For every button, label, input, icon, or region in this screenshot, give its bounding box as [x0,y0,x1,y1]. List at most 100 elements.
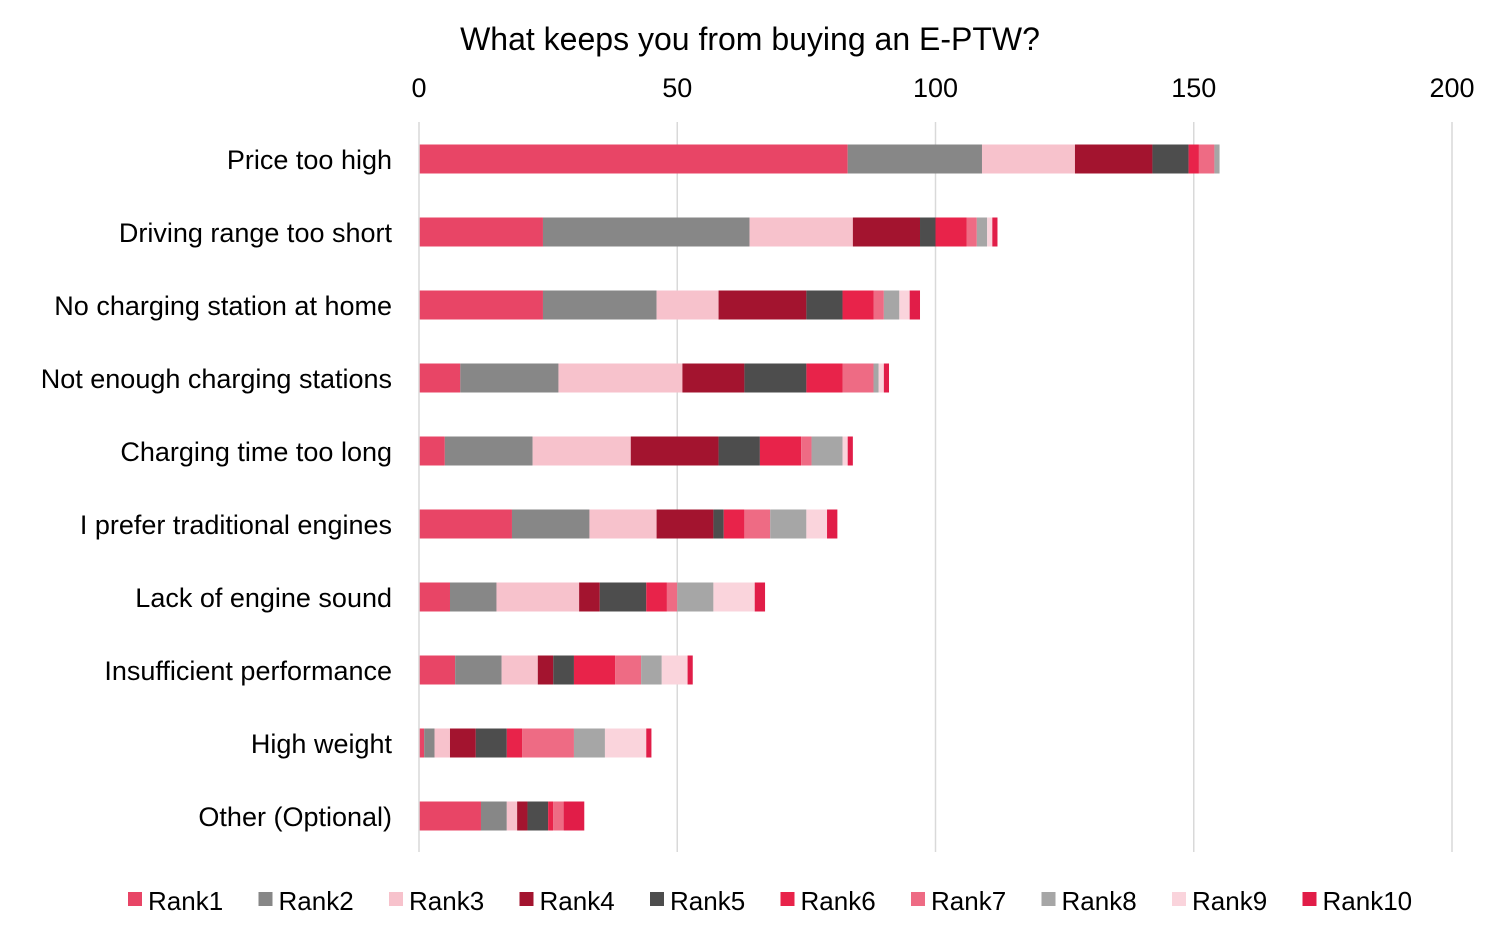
bar-segment [449,582,497,612]
bar-segment [656,509,714,539]
bar-segment [419,509,512,539]
bar-segment [579,582,600,612]
bar-segment [548,801,554,831]
bar-segment [615,655,642,685]
bar-segment [573,655,616,685]
bar-segment [496,582,580,612]
legend-label: Rank4 [540,886,615,916]
bar-segment [599,582,647,612]
chart-title: What keeps you from buying an E-PTW? [460,21,1040,57]
legend-swatch [389,892,403,906]
bar-segment [992,217,998,247]
bar-segment [542,217,750,247]
bar-segment [899,290,910,320]
bar-segment [1214,144,1220,174]
bar-segment [517,801,528,831]
legend-label: Rank7 [931,886,1006,916]
legend-label: Rank6 [801,886,876,916]
bar-segment [842,436,848,466]
bar-segment [553,801,564,831]
bar-segment [604,728,647,758]
bar-segment [1152,144,1189,174]
bar-segment [718,436,760,466]
bar-segment [542,290,657,320]
bar-segment [677,582,714,612]
bar-segment [744,363,807,393]
category-labels: Price too high Driving range too short No … [41,145,393,832]
legend-swatch [1302,892,1317,906]
bar-segment [935,217,967,247]
legend-swatch [1172,892,1186,906]
bar-segment [563,801,585,831]
category-label: Not enough charging stations [41,364,392,394]
bar-segment [646,728,652,758]
bar-segment [744,509,771,539]
bar-segment [723,509,745,539]
category-label: I prefer traditional engines [80,510,392,540]
bar-segment [806,363,843,393]
bar-segment [987,217,993,247]
bar-segment [749,217,853,247]
bar-segment [666,582,678,612]
bar-segment [1188,144,1199,174]
bar-segment [878,363,884,393]
bar-segment [656,290,719,320]
bar-segment [646,582,667,612]
bar-segment [419,436,445,466]
x-axis-ticks: 0 50 100 150 200 [411,73,1474,103]
bar-segment [718,290,807,320]
bar-segment [460,363,559,393]
bar-segment [419,801,481,831]
bar-segment [976,217,988,247]
bar-segment [424,728,435,758]
bar-segment [589,509,657,539]
bar-segment [480,801,507,831]
bar-segment [883,290,900,320]
bar-segment [713,509,724,539]
legend: Rank1 Rank2 Rank3 Rank4 Rank5 Rank6 Rank7 Rank8… [128,886,1412,916]
bar-segment [981,144,1075,174]
bar-segment [573,728,605,758]
bar-segment [754,582,766,612]
bar-segment [883,363,890,393]
bar-segment [537,655,554,685]
bar-segment [1074,144,1153,174]
bar-segment [847,436,853,466]
bar-segment [827,509,838,539]
bar-segment [522,728,574,758]
bar-segment [630,436,719,466]
legend-swatch [911,892,925,906]
category-label: High weight [251,729,393,759]
bar-segment [506,801,518,831]
bar-segment [847,144,982,174]
bar-segment [873,363,879,393]
x-tick-label: 150 [1171,73,1216,103]
bar-segment [806,290,843,320]
category-label: Charging time too long [120,437,392,467]
legend-label: Rank10 [1323,886,1413,916]
bar-segment [501,655,538,685]
bar-segment [682,363,745,393]
legend-swatch [258,892,273,906]
x-tick-label: 50 [662,73,692,103]
bar-segment [419,363,461,393]
bar-segment [966,217,977,247]
bar-segment [770,509,807,539]
bar-segment [759,436,802,466]
bar-segment [475,728,507,758]
category-label: Other (Optional) [198,802,392,832]
legend-swatch [650,892,664,906]
bar-segment [419,655,456,685]
bars [419,144,1220,831]
bar-segment [419,144,848,174]
bar-segment [419,290,543,320]
bar-segment [553,655,574,685]
legend-label: Rank9 [1192,886,1267,916]
bar-segment [527,801,549,831]
bar-segment [419,217,543,247]
bar-segment [811,436,843,466]
bar-segment [558,363,683,393]
bar-segment [532,436,631,466]
bar-segment [873,290,884,320]
